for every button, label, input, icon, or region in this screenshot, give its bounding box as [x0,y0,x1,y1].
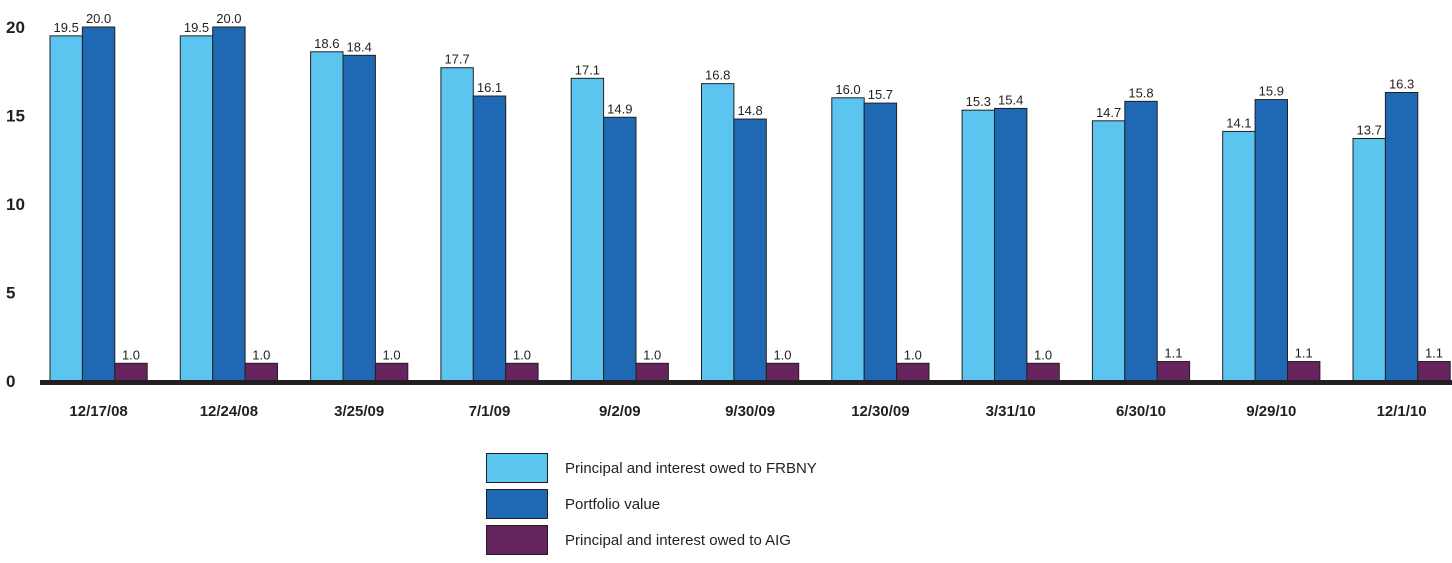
bar-frbny [179,35,214,382]
bar-portfolio [994,107,1028,382]
data-label-frbny: 17.7 [444,52,469,67]
bar-aig [1417,361,1451,382]
y-tick-label: 20 [6,18,25,37]
x-tick-label: 12/17/08 [69,403,127,420]
data-label-portfolio: 15.7 [868,87,893,102]
legend-swatch-aig [486,525,548,555]
legend-item-aig: Principal and interest owed to AIG [486,522,817,558]
bar-portfolio [1254,99,1288,382]
data-label-frbny: 19.5 [184,20,209,35]
bar-aig [765,362,800,382]
data-label-aig: 1.1 [1164,346,1182,361]
data-label-portfolio: 20.0 [216,11,241,26]
data-label-aig: 1.0 [1034,347,1052,362]
y-tick-label: 10 [6,195,25,214]
data-label-aig: 1.0 [643,347,661,362]
x-tick-label: 9/2/09 [599,403,641,420]
bar-aig [1156,361,1191,382]
x-tick-label: 6/30/10 [1116,403,1166,420]
bar-portfolio [212,26,246,382]
bar-aig [244,362,279,382]
x-tick-label: 12/1/10 [1377,403,1427,420]
data-label-frbny: 17.1 [575,62,600,77]
bar-portfolio [342,54,376,382]
legend-item-portfolio: Portfolio value [486,486,817,522]
legend-item-frbny: Principal and interest owed to FRBNY [486,450,817,486]
bar-portfolio [81,26,116,382]
bar-portfolio [863,102,898,382]
data-label-frbny: 16.0 [835,82,860,97]
bar-aig [1026,362,1060,382]
x-tick-label: 9/29/10 [1246,403,1296,420]
data-label-portfolio: 16.1 [477,80,502,95]
y-tick-label: 15 [6,107,25,126]
bar-frbny [961,109,995,382]
data-label-frbny: 15.3 [966,94,991,109]
data-label-frbny: 14.7 [1096,105,1121,120]
data-labels-group: 19.5 20.0 1.0 19.5 20.0 1.0 18.6 18.4 1.0 17.7 16.… [54,11,1443,362]
bar-frbny [49,35,83,382]
bar-frbny [831,97,865,382]
data-label-aig: 1.0 [773,347,791,362]
data-label-aig: 1.1 [1295,346,1313,361]
x-tick-label: 12/24/08 [200,403,258,420]
x-tick-label: 3/25/09 [334,403,384,420]
bar-portfolio [1124,100,1158,382]
data-label-portfolio: 15.8 [1128,85,1153,100]
data-label-frbny: 13.7 [1357,123,1382,138]
bar-frbny [1352,138,1386,382]
bar-portfolio [472,95,507,382]
bar-frbny [570,77,605,382]
data-label-frbny: 16.8 [705,68,730,83]
data-label-aig: 1.1 [1425,346,1443,361]
bar-aig [896,362,930,382]
legend-label-portfolio: Portfolio value [565,495,661,513]
data-label-frbny: 19.5 [54,20,79,35]
bar-aig [505,362,539,382]
data-label-aig: 1.0 [513,347,531,362]
bar-series-group [49,26,1451,382]
bar-aig [635,362,669,382]
bar-aig [1287,361,1321,382]
x-tick-label: 12/30/09 [851,403,909,420]
bar-frbny [440,67,474,382]
bar-frbny [701,83,735,382]
x-axis-labels: 12/17/08 12/24/08 3/25/09 7/1/09 9/2/09 9/30/… [69,403,1426,420]
legend: Principal and interest owed to FRBNY Por… [486,450,817,558]
data-label-portfolio: 18.4 [347,39,372,54]
bar-frbny [1222,130,1256,382]
bar-frbny [1091,120,1126,382]
data-label-portfolio: 16.3 [1389,76,1414,91]
data-label-aig: 1.0 [904,347,922,362]
bar-portfolio [733,118,767,382]
legend-swatch-frbny [486,453,548,483]
x-tick-label: 3/31/10 [986,403,1036,420]
data-label-frbny: 18.6 [314,36,339,51]
bar-aig [114,362,148,382]
data-label-aig: 1.0 [252,347,270,362]
data-label-portfolio: 15.9 [1259,84,1284,99]
bar-aig [374,362,409,382]
legend-swatch-portfolio [486,489,548,519]
bar-portfolio [1384,91,1419,382]
data-label-portfolio: 14.8 [737,103,762,118]
x-tick-label: 7/1/09 [469,403,511,420]
data-label-portfolio: 15.4 [998,92,1023,107]
data-label-portfolio: 14.9 [607,101,632,116]
x-tick-label: 9/30/09 [725,403,775,420]
data-label-portfolio: 20.0 [86,11,111,26]
bar-frbny [310,51,344,382]
data-label-frbny: 14.1 [1226,115,1251,130]
bar-portfolio [603,116,637,382]
data-label-aig: 1.0 [122,347,140,362]
y-tick-label: 0 [6,372,15,391]
x-axis-baseline [40,380,1452,385]
y-axis-ticks: 0 5 10 15 20 [6,18,25,391]
y-tick-label: 5 [6,284,15,303]
data-label-aig: 1.0 [383,347,401,362]
legend-label-aig: Principal and interest owed to AIG [565,531,791,549]
legend-label-frbny: Principal and interest owed to FRBNY [565,459,817,477]
